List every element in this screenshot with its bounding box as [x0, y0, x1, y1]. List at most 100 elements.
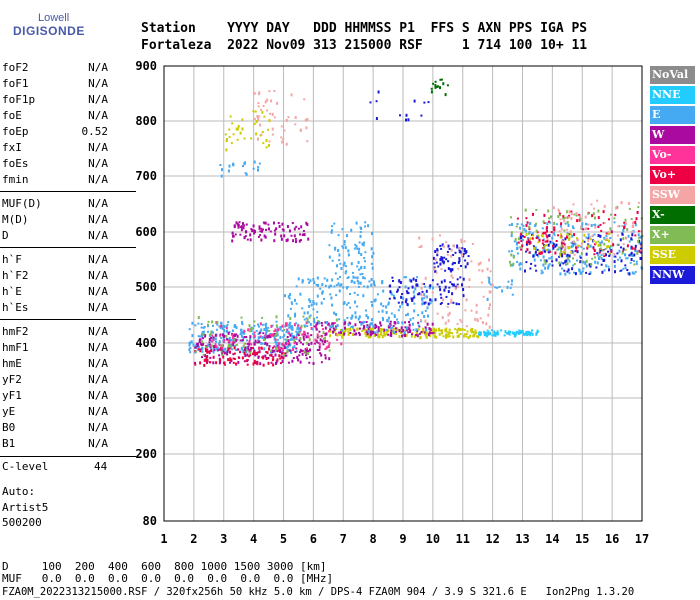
echo-point: [277, 348, 280, 352]
echo-point: [559, 253, 562, 257]
x-tick-label: 17: [635, 532, 649, 546]
echo-point: [561, 267, 564, 270]
echo-point: [189, 347, 192, 350]
echo-point: [415, 283, 418, 287]
echo-point: [337, 249, 340, 252]
echo-point: [537, 255, 540, 258]
param-value: N/A: [88, 93, 108, 106]
echo-point: [274, 338, 277, 341]
echo-point: [243, 342, 246, 345]
echo-point: [272, 363, 275, 367]
echo-point: [557, 215, 560, 219]
echo-point: [309, 314, 312, 317]
echo-point: [245, 223, 248, 226]
echo-point: [271, 349, 274, 353]
echo-point: [370, 283, 373, 287]
echo-point: [240, 328, 243, 332]
echo-point: [233, 333, 236, 337]
echo-point: [201, 331, 204, 335]
echo-point: [357, 260, 360, 264]
echo-point: [265, 146, 268, 149]
echo-point: [266, 109, 269, 112]
echo-point: [266, 335, 269, 339]
echo-point: [316, 321, 319, 325]
echo-point: [290, 326, 292, 329]
echo-point: [387, 316, 390, 320]
echo-point: [367, 327, 370, 331]
echo-point: [640, 244, 643, 248]
echo-point: [294, 123, 297, 126]
echo-point: [390, 312, 393, 315]
echo-point: [579, 256, 582, 259]
echo-point: [301, 281, 304, 284]
echo-point: [448, 311, 451, 315]
echo-point: [246, 339, 248, 342]
echo-point: [617, 258, 619, 261]
echo-point: [613, 260, 616, 264]
echo-point: [553, 221, 556, 225]
echo-point: [350, 316, 353, 319]
echo-point: [381, 328, 384, 331]
echo-point: [243, 236, 246, 240]
echo-point: [433, 336, 436, 339]
echo-point: [516, 261, 519, 263]
echo-point: [432, 256, 435, 260]
echo-point: [318, 335, 321, 338]
echo-point: [299, 337, 302, 340]
echo-point: [257, 235, 260, 238]
echo-point: [274, 340, 277, 344]
echo-point: [447, 260, 450, 263]
echo-point: [297, 277, 300, 281]
echo-point: [257, 333, 260, 335]
echo-point: [558, 255, 561, 258]
echo-point: [566, 253, 569, 257]
echo-point: [465, 335, 468, 338]
echo-point: [547, 248, 550, 252]
echo-point: [472, 331, 475, 334]
echo-point: [637, 233, 640, 237]
echo-point: [520, 232, 523, 236]
echo-point: [302, 315, 305, 318]
echo-point: [200, 326, 203, 329]
echo-point: [564, 248, 567, 251]
param-value: N/A: [88, 285, 108, 298]
echo-point: [240, 316, 243, 319]
param-name: h`F2: [2, 269, 29, 282]
echo-point: [317, 320, 320, 323]
echo-point: [299, 128, 302, 132]
echo-point: [360, 322, 363, 326]
echo-point: [457, 260, 460, 264]
echo-point: [207, 330, 209, 333]
echo-point: [634, 223, 637, 227]
echo-point: [214, 333, 217, 337]
echo-point: [513, 240, 516, 243]
echo-point: [210, 330, 213, 334]
echo-point: [589, 265, 592, 268]
echo-point: [439, 234, 441, 237]
echo-point: [335, 332, 337, 336]
separator-1: [0, 191, 136, 192]
echo-point: [316, 276, 319, 280]
echo-point: [220, 337, 223, 339]
echo-point: [209, 350, 212, 353]
echo-point: [597, 253, 600, 257]
echo-point: [466, 262, 469, 266]
echo-point: [617, 225, 620, 228]
echo-point: [218, 361, 221, 365]
echo-point: [401, 321, 404, 325]
echo-point: [219, 164, 222, 166]
echo-point: [235, 326, 238, 330]
echo-point: [313, 318, 316, 322]
echo-point: [436, 253, 439, 257]
echo-point: [399, 332, 402, 334]
echo-point: [244, 349, 247, 352]
echo-point: [344, 271, 347, 275]
echo-point: [315, 339, 318, 343]
echo-point: [436, 249, 439, 252]
echo-point: [216, 322, 219, 326]
echo-point: [332, 322, 335, 326]
echo-point: [380, 324, 383, 327]
echo-point: [395, 330, 398, 333]
echo-point: [381, 280, 384, 283]
echo-point: [296, 355, 299, 359]
